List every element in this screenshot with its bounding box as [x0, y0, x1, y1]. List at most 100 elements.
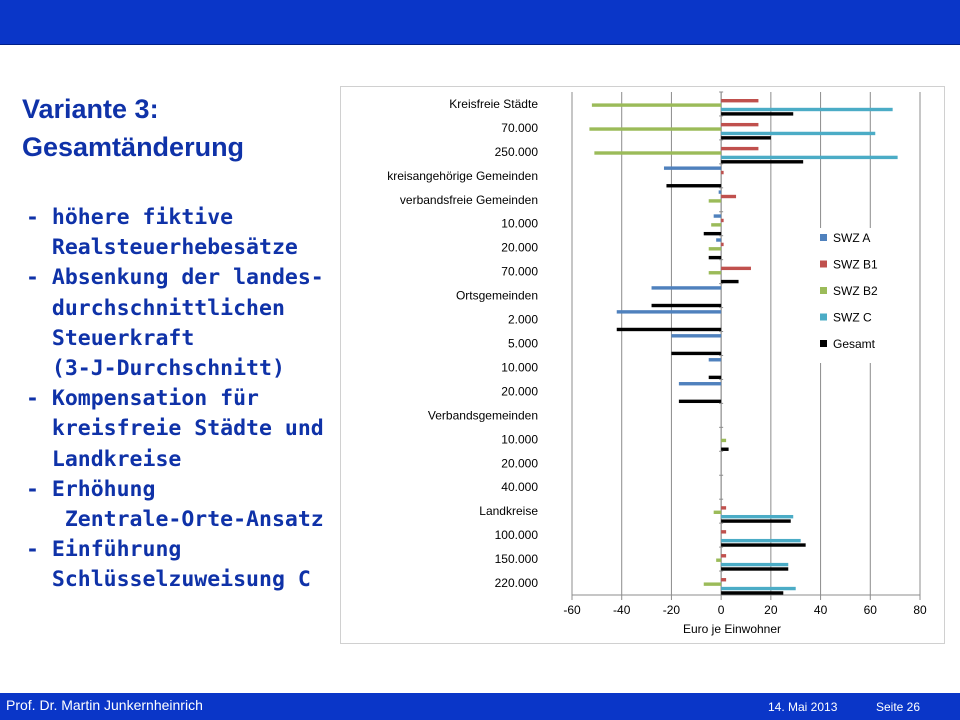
- footer-page-number: Seite 26: [876, 700, 921, 714]
- bar-swz-b1: [721, 170, 724, 175]
- y-category-label: 20.000: [501, 241, 538, 255]
- bar-swz-b1: [721, 122, 759, 127]
- legend-label: SWZ A: [833, 231, 870, 245]
- bar-swz-b1: [721, 266, 751, 271]
- bar-swz-a: [671, 334, 722, 338]
- legend-swatch: [820, 340, 827, 347]
- y-category-label: 70.000: [501, 121, 538, 135]
- bullet-list: - höhere fiktive Realsteuerhebesätze - Ab…: [26, 203, 324, 596]
- bullet-line: Zentrale-Orte-Ansatz: [26, 507, 324, 533]
- y-category-label: Verbandsgemeinden: [428, 408, 538, 422]
- bar-swz-b2: [589, 127, 722, 131]
- y-category-label: 20.000: [501, 456, 538, 470]
- bar-swz-c: [721, 514, 794, 519]
- legend-label: SWZ B1: [833, 258, 878, 272]
- bar-swz-b2: [721, 438, 727, 443]
- bar-gesamt: [721, 279, 739, 284]
- footer-bar: Prof. Dr. Martin Junkernheinrich 14. Mai…: [0, 693, 960, 720]
- y-category-label: 100.000: [495, 528, 539, 542]
- y-category-label: 10.000: [501, 360, 538, 374]
- bar-swz-b2: [708, 271, 722, 275]
- bullet-line: kreisfreie Städte und: [26, 416, 324, 442]
- bar-swz-b1: [721, 506, 727, 510]
- y-category-label: 10.000: [501, 432, 538, 446]
- bar-swz-a: [708, 358, 722, 362]
- bar-swz-a: [718, 190, 722, 194]
- x-tick-label: -60: [563, 603, 581, 617]
- bar-gesamt: [721, 543, 806, 547]
- bullet-line: (3-J-Durchschnitt): [26, 356, 285, 382]
- footer-author: Prof. Dr. Martin Junkernheinrich: [6, 697, 203, 713]
- x-axis-title: Euro je Einwohner: [683, 622, 781, 636]
- x-tick-label: 80: [913, 603, 927, 617]
- bar-chart: -60 -40 -20 0 20 40 60 80 Kreisfreie Städte 70.00…: [387, 91, 927, 636]
- bullet-line: - Kompensation für: [26, 386, 259, 412]
- bar-gesamt: [616, 327, 722, 332]
- y-category-label: 40.000: [501, 480, 538, 494]
- bar-gesamt: [721, 567, 789, 571]
- bar-swz-b2: [703, 582, 722, 586]
- bar-gesamt: [703, 231, 722, 236]
- bullet-line: - Erhöhung: [26, 476, 156, 502]
- x-tick-label: -20: [663, 603, 681, 617]
- bar-gesamt: [721, 136, 771, 140]
- bar-swz-a: [651, 286, 722, 290]
- bullet-line: durchschnittlichen: [26, 295, 285, 321]
- bar-swz-b1: [721, 218, 724, 223]
- bar-swz-b2: [711, 223, 722, 227]
- y-category-label: Ortsgemeinden: [456, 289, 538, 303]
- legend-label: SWZ C: [833, 311, 872, 325]
- bar-gesamt: [721, 112, 794, 116]
- bar-swz-b2: [713, 510, 722, 514]
- bar-swz-b2: [594, 151, 722, 155]
- bar-swz-b1: [721, 194, 737, 199]
- bar-swz-a: [713, 214, 722, 218]
- bar-gesamt: [671, 351, 722, 356]
- bullet-line: - höhere fiktive: [26, 205, 234, 230]
- slide-title-line-1: Variante 3:: [22, 94, 159, 124]
- bar-swz-b1: [721, 554, 727, 558]
- x-tick-label: 0: [718, 603, 725, 617]
- y-category-label: 10.000: [501, 217, 538, 231]
- legend-label: SWZ B2: [833, 284, 878, 298]
- legend-swatch: [820, 287, 827, 294]
- bar-swz-b2: [708, 199, 722, 203]
- bar-swz-b2: [591, 103, 722, 107]
- y-category-label: kreisangehörige Gemeinden: [387, 169, 538, 183]
- chart-frame: -60 -40 -20 0 20 40 60 80 Kreisfreie Städte 70.00…: [340, 86, 945, 644]
- bar-gesamt: [666, 184, 722, 188]
- y-category-label: Landkreise: [479, 504, 538, 518]
- y-category-label: 2.000: [508, 313, 538, 327]
- bar-gesamt: [721, 447, 729, 451]
- bar-swz-b1: [721, 146, 759, 151]
- x-tick-label: 40: [814, 603, 828, 617]
- bar-swz-c: [721, 538, 801, 543]
- y-category-label: 70.000: [501, 265, 538, 279]
- x-tick-label: 60: [864, 603, 878, 617]
- bar-gesamt: [721, 591, 784, 595]
- x-tick-label: -40: [613, 603, 631, 617]
- legend-swatch: [820, 260, 827, 268]
- bullet-line: Schlüsselzuweisung C: [26, 567, 311, 593]
- footer-date: 14. Mai 2013: [768, 700, 838, 714]
- bar-swz-c: [721, 155, 898, 160]
- bar-swz-b1: [721, 242, 724, 247]
- bar-gesamt: [721, 160, 804, 164]
- bar-swz-b2: [708, 247, 722, 251]
- y-category-label: 5.000: [508, 337, 538, 351]
- bullet-line: Landkreise: [26, 446, 182, 472]
- bullet-line: - Einführung: [26, 537, 182, 563]
- slide-title-line-2: Gesamtänderung: [22, 132, 245, 162]
- top-banner: [0, 0, 960, 45]
- bar-swz-a: [678, 382, 722, 386]
- slide-title: Variante 3: Gesamtänderung: [22, 90, 244, 166]
- bar-swz-b1: [721, 99, 759, 103]
- bullet-line: Realsteuerhebesätze: [26, 235, 298, 261]
- y-category-label: Kreisfreie Städte: [449, 97, 538, 111]
- bar-gesamt: [678, 399, 722, 404]
- bar-swz-c: [721, 131, 876, 136]
- bar-swz-c: [721, 586, 796, 591]
- x-tick-label: 20: [764, 603, 778, 617]
- bar-gesamt: [721, 519, 791, 523]
- bar-gesamt: [651, 303, 722, 308]
